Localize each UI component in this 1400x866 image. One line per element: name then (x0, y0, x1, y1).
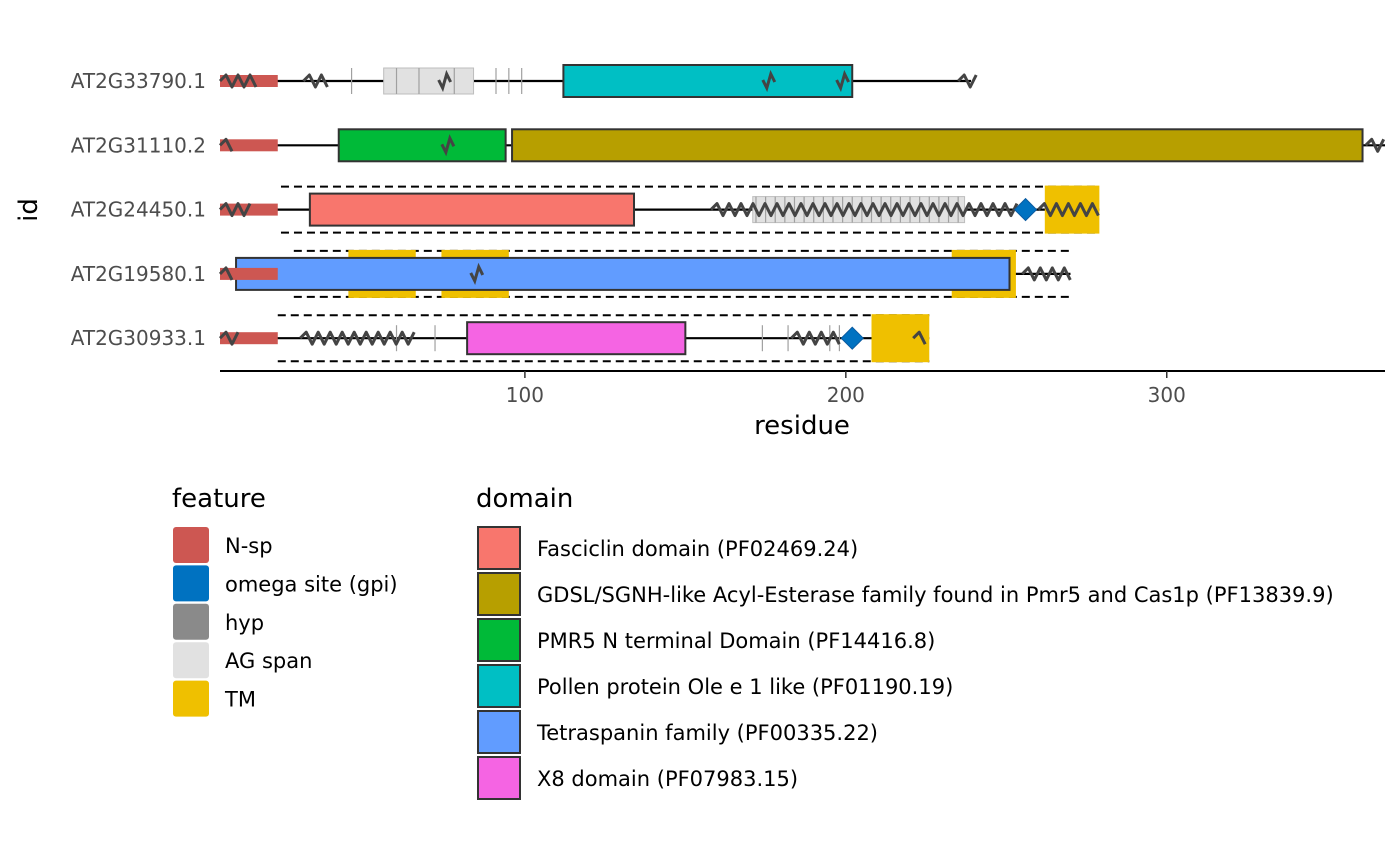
disorder-zigzag (299, 330, 416, 346)
legend-feature-key (173, 642, 209, 679)
domain-box (466, 321, 687, 356)
plot-area (218, 64, 1386, 363)
omega-site (840, 326, 864, 350)
legend-feature-key (173, 527, 209, 563)
domain-box (562, 64, 854, 98)
y-tick-label: AT2G30933.1 (71, 326, 206, 350)
disorder-zigzag (1037, 202, 1100, 218)
ag-span (383, 67, 475, 95)
disorder-zigzag (957, 73, 978, 89)
disorder-zigzag (218, 202, 252, 218)
disorder-zigzag (790, 330, 841, 346)
domain-box (308, 192, 636, 227)
x-tick-label: 300 (1148, 383, 1186, 407)
legend-domain-label: X8 domain (PF07983.15) (537, 767, 798, 791)
legend-feature-label: omega site (gpi) (225, 572, 398, 596)
legend-domain: domain Fasciclin domain (PF02469.24) GDSL… (476, 484, 1334, 800)
disorder-glyph (437, 69, 452, 93)
legend-domain-key (477, 710, 521, 754)
signal-peptide (220, 267, 278, 280)
tm-segment (871, 314, 930, 363)
y-tick-label: AT2G19580.1 (71, 262, 206, 286)
disorder-zigzag (218, 73, 258, 89)
legend-domain-key (477, 572, 521, 616)
omega-site (1013, 197, 1038, 222)
domain-box (337, 128, 507, 163)
legend-feature-label: N-sp (225, 534, 273, 558)
legend-domain-label: Fasciclin domain (PF02469.24) (537, 537, 858, 561)
disorder-zigzag (709, 202, 1019, 218)
disorder-glyph (469, 262, 485, 286)
disorder-zigzag (912, 330, 927, 345)
signal-peptide (220, 139, 278, 152)
legend-domain-title: domain (476, 484, 573, 514)
legend-feature-label: hyp (225, 611, 264, 635)
legend-feature-key (173, 680, 209, 717)
y-axis-title: id (14, 198, 44, 222)
legend-domain-label: PMR5 N terminal Domain (PF14416.8) (537, 629, 935, 653)
disorder-zigzag (218, 266, 234, 281)
legend-domain-key (477, 618, 521, 662)
disorder-glyph (835, 69, 850, 93)
disorder-zigzag (302, 73, 329, 89)
disorder-zigzag (1021, 266, 1072, 282)
disorder-zigzag (218, 330, 240, 346)
legend-domain-key (477, 526, 521, 570)
domain-box (235, 256, 1011, 291)
disorder-glyph (761, 69, 777, 93)
legend-feature-label: AG span (225, 649, 312, 673)
x-tick-label: 200 (827, 383, 865, 407)
legend-domain-label: Tetraspanin family (PF00335.22) (536, 721, 878, 745)
legend-domain-key (477, 756, 521, 800)
disorder-zigzag (1364, 137, 1386, 153)
legend-domain-key (477, 664, 521, 708)
y-axis-labels: AT2G33790.1 AT2G31110.2 AT2G24450.1 AT2G195… (71, 69, 206, 350)
x-tick-label: 100 (506, 383, 544, 407)
legend-domain-label: GDSL/SGNH-like Acyl-Esterase family foun… (537, 583, 1334, 607)
x-axis-ticks: 100 200 300 (506, 371, 1186, 407)
legend-feature-key (173, 565, 209, 602)
legend-feature-key (173, 603, 209, 640)
legend-feature-label: TM (224, 688, 256, 712)
disorder-zigzag (218, 137, 234, 152)
legend-feature-title: feature (172, 484, 266, 514)
disorder-glyph (440, 134, 456, 157)
legend-feature: feature N-sp omega site (gpi) hyp AG span TM (172, 484, 398, 717)
y-tick-label: AT2G31110.2 (71, 133, 206, 157)
legend-domain-label: Pollen protein Ole e 1 like (PF01190.19) (537, 675, 953, 699)
y-tick-label: AT2G33790.1 (71, 69, 206, 93)
x-axis-title: residue (754, 411, 850, 441)
y-tick-label: AT2G24450.1 (71, 198, 206, 222)
domain-box (511, 128, 1364, 163)
